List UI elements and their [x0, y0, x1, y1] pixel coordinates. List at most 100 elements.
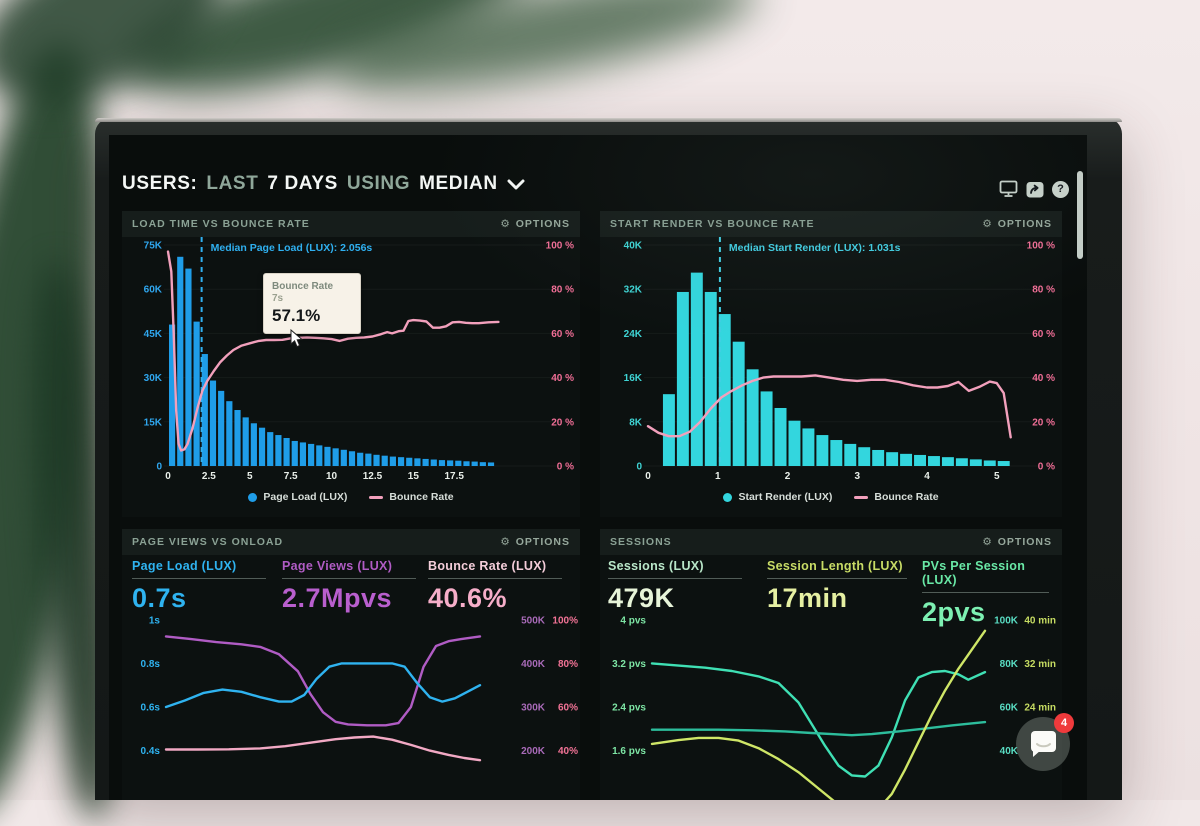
- bar: [414, 458, 420, 466]
- help-icon[interactable]: ?: [1052, 181, 1069, 198]
- bar: [480, 462, 486, 466]
- axis-tick-label: 32 min: [1024, 659, 1056, 670]
- scrollbar-thumb[interactable]: [1077, 171, 1083, 259]
- legend-item[interactable]: Bounce Rate: [854, 491, 938, 503]
- share-export-icon[interactable]: [1026, 181, 1044, 198]
- panel-title: LOAD TIME VS BOUNCE RATE: [132, 218, 310, 230]
- bar: [928, 456, 940, 466]
- panel-title: START RENDER VS BOUNCE RATE: [610, 218, 815, 230]
- bar: [761, 391, 773, 466]
- axis-tick-label: 80 %: [1032, 285, 1055, 296]
- axis-tick-label: Median Start Render (LUX): 1.031s: [729, 242, 901, 254]
- bar: [365, 454, 371, 466]
- bar: [316, 445, 322, 466]
- header-users-label: USERS:: [122, 173, 197, 195]
- legend-dot-marker: [248, 493, 257, 502]
- bar: [984, 460, 996, 466]
- options-button[interactable]: ⚙ OPTIONS: [982, 218, 1052, 230]
- bar: [259, 428, 265, 466]
- axis-tick-label: 16K: [624, 373, 643, 384]
- options-label: OPTIONS: [516, 218, 570, 230]
- histogram-bars: [663, 273, 1010, 466]
- legend-item[interactable]: Start Render (LUX): [723, 491, 832, 503]
- page-views-lux--line: [166, 636, 480, 725]
- axis-tick-label: 0: [645, 471, 651, 482]
- bar: [349, 451, 355, 466]
- bar: [830, 440, 842, 466]
- axis-tick-label: 15K: [144, 417, 163, 428]
- options-button[interactable]: ⚙ OPTIONS: [500, 218, 570, 230]
- axis-tick-label: 12.5: [363, 471, 383, 482]
- options-button[interactable]: ⚙ OPTIONS: [500, 536, 570, 548]
- bar: [382, 456, 388, 466]
- session-length-lux--line: [652, 631, 985, 800]
- bar: [234, 410, 240, 466]
- axis-tick-label: 60K: [1000, 702, 1019, 713]
- options-button[interactable]: ⚙ OPTIONS: [982, 536, 1052, 548]
- bar: [251, 423, 257, 466]
- axis-tick-label: 200K: [521, 746, 546, 757]
- help-glyph: ?: [1057, 183, 1064, 195]
- axis-tick-label: 0.6s: [141, 703, 161, 714]
- bar: [472, 462, 478, 466]
- header-last-label: LAST: [206, 173, 258, 195]
- axis-tick-label: 40K: [624, 241, 643, 252]
- bar: [775, 408, 787, 466]
- axis-tick-label: 2.5: [202, 471, 216, 482]
- axis-tick-label: 80K: [1000, 659, 1019, 670]
- bar: [398, 457, 404, 466]
- gear-icon: ⚙: [500, 218, 510, 230]
- panel-title: SESSIONS: [610, 536, 672, 548]
- y-axis-right-ticks: 100 %80 %60 %40 %20 %0 %: [1027, 241, 1055, 473]
- bar: [267, 432, 273, 466]
- bar: [194, 322, 200, 466]
- legend-item[interactable]: Page Load (LUX): [248, 491, 347, 503]
- legend-line-marker: [369, 496, 383, 499]
- display-icon[interactable]: [999, 180, 1018, 198]
- metric-page-views: Page Views (LUX)2.7Mpvs: [282, 559, 416, 614]
- chart-legend: Start Render (LUX) Bounce Rate: [600, 491, 1062, 503]
- axis-tick-label: 4 pvs: [620, 615, 646, 626]
- axis-tick-label: 20 %: [551, 417, 574, 428]
- axis-tick-label: 2: [785, 471, 791, 482]
- axis-tick-label: 80 %: [551, 285, 574, 296]
- bar: [816, 435, 828, 466]
- bar: [226, 401, 232, 466]
- axis-tick-label: 1: [715, 471, 721, 482]
- axis-tick-label: 1s: [149, 615, 161, 626]
- bar: [439, 460, 445, 466]
- gear-icon: ⚙: [982, 218, 992, 230]
- bar: [677, 292, 689, 466]
- axis-tick-label: 1.6 pvs: [612, 746, 646, 757]
- bar: [324, 447, 330, 466]
- axis-tick-label: 3.2 pvs: [612, 659, 646, 670]
- chat-widget-button[interactable]: 4: [1016, 717, 1070, 771]
- bar: [373, 455, 379, 466]
- panel-title: PAGE VIEWS VS ONLOAD: [132, 536, 283, 548]
- options-label: OPTIONS: [998, 536, 1052, 548]
- users-range-dropdown[interactable]: USERS: LAST 7 DAYS USING MEDIAN: [122, 173, 525, 195]
- axis-tick-label: 100 %: [1027, 241, 1055, 252]
- axis-tick-label: 4: [924, 471, 930, 482]
- axis-tick-label: Median Page Load (LUX): 2.056s: [211, 242, 373, 254]
- legend-dot-marker: [723, 493, 732, 502]
- chart-legend: Page Load (LUX) Bounce Rate: [122, 491, 580, 503]
- axis-tick-label: 0 %: [557, 462, 574, 473]
- tooltip-series: Bounce Rate: [272, 281, 352, 292]
- legend-item[interactable]: Bounce Rate: [369, 491, 453, 503]
- bar: [283, 438, 289, 466]
- bar: [243, 417, 249, 466]
- axis-tick-label: 0.4s: [141, 746, 161, 757]
- bar: [275, 435, 281, 466]
- axis-tick-label: 60K: [144, 285, 163, 296]
